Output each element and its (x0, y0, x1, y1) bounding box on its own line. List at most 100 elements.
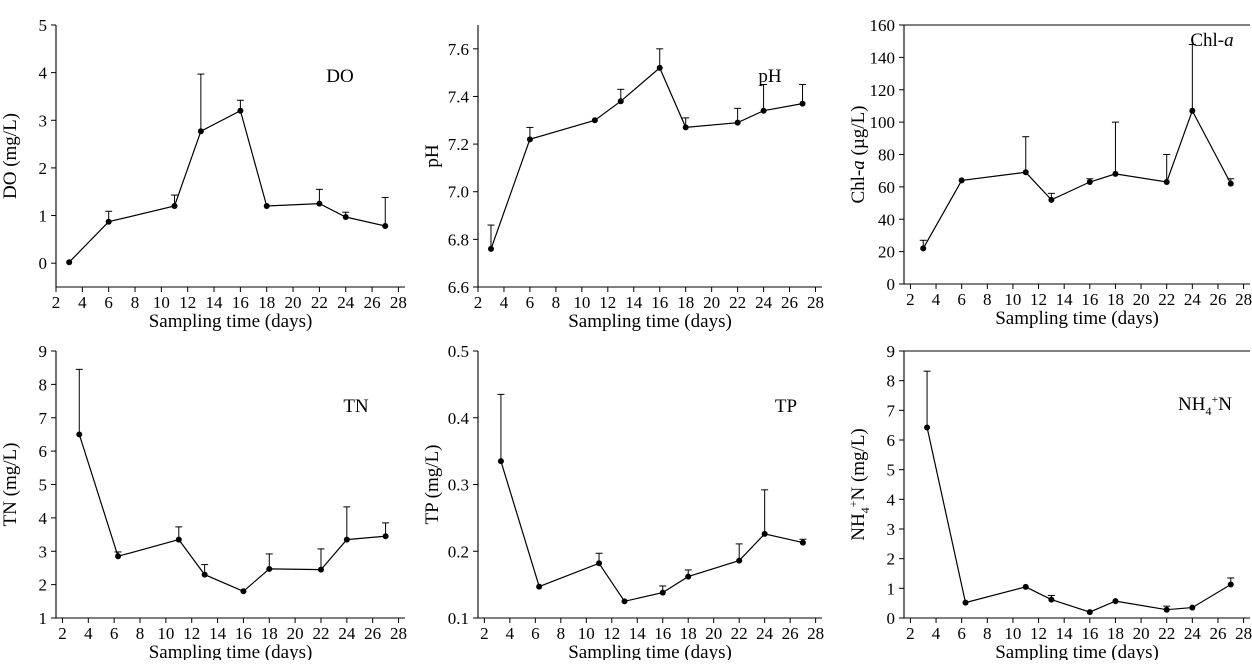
x-tick-label: 22 (311, 293, 328, 312)
x-tick-label: 12 (179, 293, 196, 312)
x-tick-label: 10 (1004, 290, 1021, 309)
x-tick-label: 12 (1030, 624, 1047, 643)
x-tick-label: 22 (729, 293, 746, 312)
x-tick-label: 14 (209, 624, 227, 643)
x-tick-label: 22 (1158, 290, 1175, 309)
data-point (1189, 604, 1196, 611)
x-tick-label: 22 (731, 624, 748, 643)
x-axis-title: Sampling time (days) (995, 642, 1159, 660)
x-tick-label: 8 (983, 290, 992, 309)
data-point (316, 200, 323, 207)
data-point (736, 557, 743, 564)
data-point (591, 117, 598, 124)
panel-label: TN (343, 396, 369, 417)
x-tick-label: 28 (390, 293, 407, 312)
data-point (536, 583, 543, 590)
x-tick-label: 18 (1107, 624, 1124, 643)
x-tick-label: 2 (474, 293, 483, 312)
x-axis-title: Sampling time (days) (149, 642, 313, 660)
x-tick-label: 26 (364, 293, 381, 312)
data-point (685, 573, 692, 580)
panel-6: 2 4 6 8 10 12 14 16 18 20 22 24 26 280123456789Sampli… (846, 342, 1252, 663)
series-line (926, 427, 1232, 613)
data-point (656, 64, 663, 71)
x-tick-label: 18 (677, 293, 694, 312)
x-tick-label: 20 (705, 624, 722, 643)
x-tick-label: 4 (84, 624, 93, 643)
x-tick-label: 6 (104, 293, 113, 312)
y-tick-label: 2 (39, 576, 48, 595)
x-tick-label: 18 (261, 624, 278, 643)
x-tick-label: 8 (131, 293, 140, 312)
y-tick-label: 4 (39, 64, 48, 83)
x-axis-title: Sampling time (days) (995, 308, 1159, 329)
data-point (382, 223, 389, 230)
data-point (1112, 598, 1119, 605)
x-tick-label: 4 (78, 293, 87, 312)
y-tick-label: 3 (39, 111, 48, 130)
y-tick-label: 0.3 (448, 476, 469, 495)
data-point (1022, 169, 1029, 176)
x-tick-label: 16 (1081, 624, 1098, 643)
data-point (240, 588, 247, 595)
x-tick-label: 2 (58, 624, 67, 643)
data-point (526, 136, 533, 143)
x-tick-label: 12 (1030, 290, 1047, 309)
y-tick-label: 2 (887, 550, 896, 569)
x-tick-label: 20 (287, 624, 304, 643)
y-tick-label: 5 (887, 461, 896, 480)
x-tick-label: 24 (337, 293, 355, 312)
x-tick-label: 14 (629, 624, 647, 643)
x-tick-label: 20 (1133, 624, 1150, 643)
x-tick-label: 14 (206, 293, 224, 312)
data-point (497, 458, 504, 465)
data-point (66, 259, 73, 266)
x-tick-label: 26 (781, 293, 798, 312)
x-tick-label: 18 (680, 624, 697, 643)
data-point (201, 571, 208, 578)
data-point (1227, 581, 1234, 588)
y-tick-label: 160 (870, 16, 896, 35)
x-tick-label: 24 (1184, 290, 1202, 309)
x-tick-label: 22 (312, 624, 329, 643)
y-tick-label: 120 (870, 81, 896, 100)
y-tick-label: 1 (39, 207, 48, 226)
y-tick-label: 8 (887, 372, 896, 391)
y-tick-label: 7 (39, 409, 48, 428)
panel-label: pH (758, 66, 782, 87)
data-point (317, 566, 324, 573)
data-point (659, 589, 666, 596)
y-tick-label: 0 (887, 275, 896, 294)
x-tick-label: 2 (52, 293, 61, 312)
y-tick-label: 20 (878, 243, 895, 262)
x-tick-label: 16 (232, 293, 249, 312)
y-tick-label: 80 (878, 146, 895, 165)
x-tick-label: 10 (578, 624, 595, 643)
data-point (958, 177, 965, 184)
data-point (799, 100, 806, 107)
data-point (263, 203, 270, 210)
x-tick-label: 18 (1107, 290, 1124, 309)
y-tick-label: 0.1 (448, 609, 469, 628)
axis-frame (477, 351, 822, 619)
x-tick-label: 10 (1004, 624, 1021, 643)
series-line (78, 434, 386, 592)
y-tick-label: 6.6 (448, 278, 469, 297)
y-tick-label: 5 (39, 16, 48, 35)
x-tick-label: 20 (703, 293, 720, 312)
x-tick-label: 16 (1081, 290, 1098, 309)
y-tick-label: 9 (887, 342, 896, 361)
y-tick-label: 0.2 (448, 542, 469, 561)
y-tick-label: 7 (887, 401, 896, 420)
y-tick-label: 7.4 (448, 87, 470, 106)
data-point (596, 560, 603, 567)
x-tick-label: 16 (651, 293, 668, 312)
data-point (1086, 179, 1093, 186)
x-tick-label: 4 (500, 293, 509, 312)
x-tick-label: 2 (906, 290, 915, 309)
y-tick-label: 6 (39, 442, 48, 461)
x-tick-label: 6 (531, 624, 540, 643)
data-point (1163, 179, 1170, 186)
x-tick-label: 6 (110, 624, 119, 643)
